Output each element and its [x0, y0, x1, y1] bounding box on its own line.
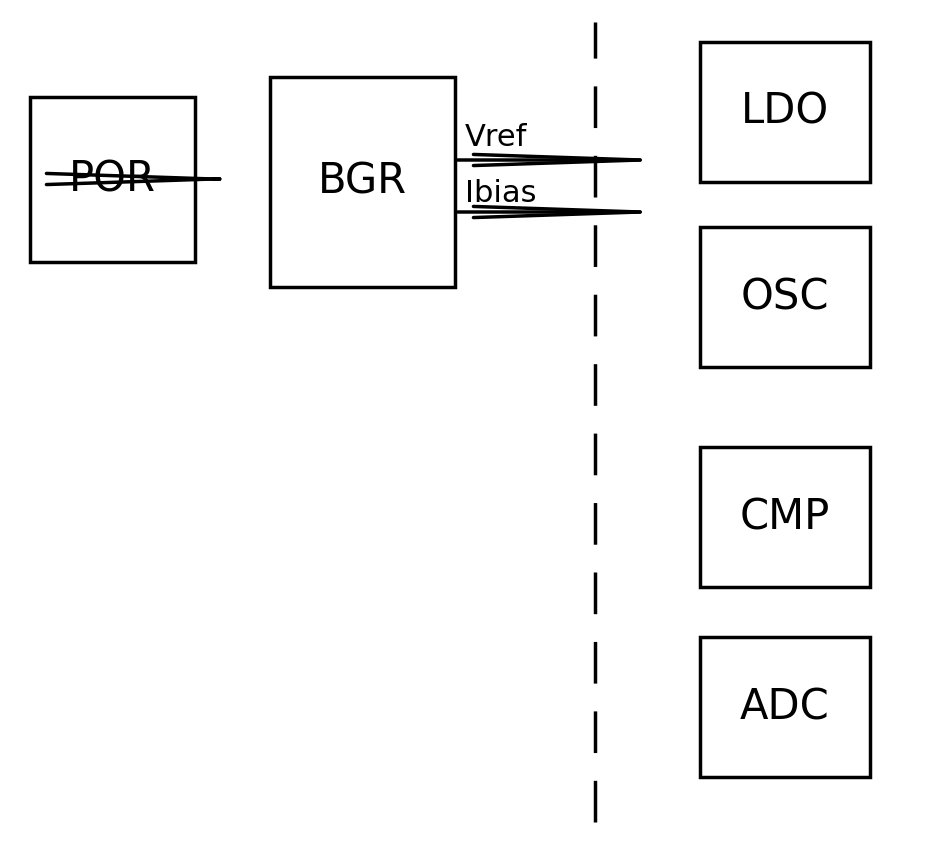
Bar — [700, 447, 870, 587]
Text: ADC: ADC — [740, 686, 830, 728]
Bar — [700, 227, 870, 367]
Text: OSC: OSC — [741, 276, 829, 318]
Text: BGR: BGR — [318, 161, 407, 203]
Bar — [700, 637, 870, 777]
Text: - - -: - - - — [739, 430, 801, 464]
Bar — [700, 42, 870, 182]
Bar — [30, 97, 195, 262]
Text: CMP: CMP — [740, 496, 830, 538]
Text: LDO: LDO — [741, 91, 829, 133]
Bar — [270, 77, 455, 287]
Text: Vref: Vref — [465, 122, 527, 152]
Text: POR: POR — [69, 158, 156, 200]
Text: Ibias: Ibias — [465, 179, 537, 209]
